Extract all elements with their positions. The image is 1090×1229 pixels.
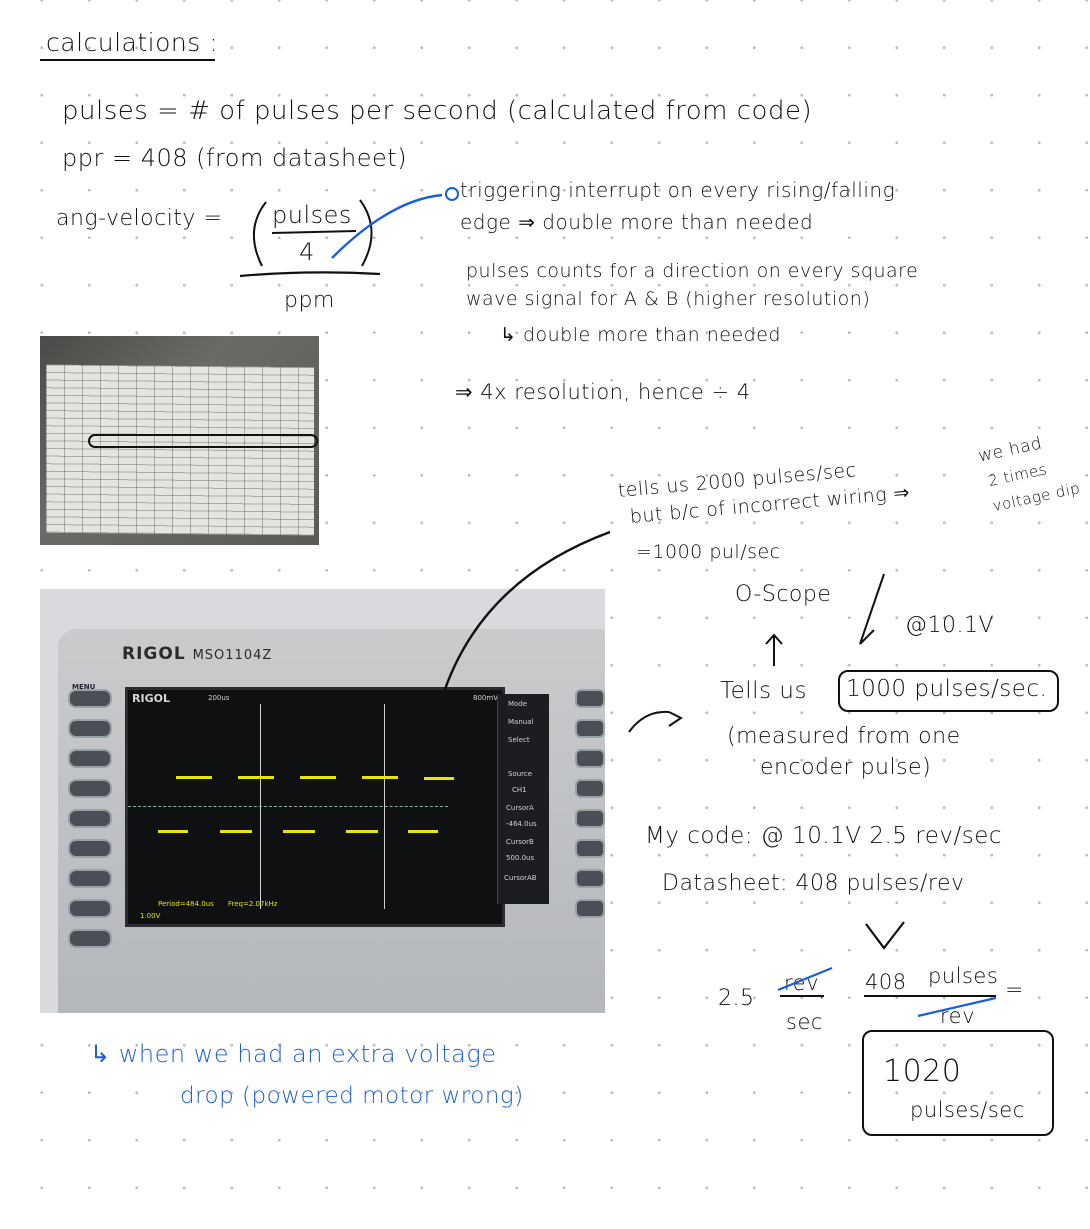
calc-fraction-lines xyxy=(777,966,996,1018)
note-oscope: O-Scope xyxy=(735,582,832,607)
scope-ch1-scale: 1.00V xyxy=(140,912,161,920)
panel-cursorb-value: 500.0us xyxy=(506,854,535,862)
blue-note-line1: ↳ when we had an extra voltage xyxy=(90,1040,497,1068)
calc-sec-denominator: sec xyxy=(786,1010,823,1034)
trace-high xyxy=(238,776,274,779)
calc-equals: = xyxy=(1005,978,1024,1003)
scope-cursor-panel: Mode Manual Select Source CH1 CursorA -4… xyxy=(497,694,549,904)
scope-screen-brand: RIGOL xyxy=(132,692,170,705)
slash-mark-icon xyxy=(859,573,885,645)
panel-cursora-value: -464.0us xyxy=(506,820,537,828)
trace-low xyxy=(346,830,378,833)
note-tells-line3: =1000 pul/sec xyxy=(636,541,781,563)
trace-high xyxy=(300,776,336,779)
datasheet-photo xyxy=(40,336,319,545)
panel-manual: Manual xyxy=(508,718,534,726)
note-pulse-counts-line2: wave signal for A & B (higher resolution… xyxy=(466,288,871,310)
outer-fraction-bar xyxy=(239,271,381,278)
note-measured-line1: (measured from one xyxy=(727,724,961,749)
note-triggering-line2: edge ⇒ double more than needed xyxy=(460,210,814,234)
page-title: calculations : xyxy=(46,28,219,57)
blue-note-line2: drop (powered motor wrong) xyxy=(180,1083,524,1109)
final-result-number: 1020 xyxy=(883,1054,962,1089)
note-measured-line2: encoder pulse) xyxy=(760,755,932,780)
scope-left-buttons xyxy=(68,689,112,959)
note-datasheet: Datasheet: 408 pulses/rev xyxy=(662,871,965,896)
up-arrow-icon xyxy=(765,633,783,666)
scope-brand: RIGOL MSO1104Z xyxy=(122,644,273,664)
trace-high xyxy=(424,777,454,780)
highlighted-row-oval xyxy=(88,434,318,448)
inner-fraction-bar xyxy=(271,230,357,234)
pulses-definition: pulses = # of pulses per second (calcula… xyxy=(62,96,813,126)
scope-menu-label: MENU xyxy=(72,683,96,691)
checkmark-down-icon xyxy=(865,921,905,950)
fraction-denominator: 4 xyxy=(299,238,315,266)
note-my-code: My code: @ 10.1V 2.5 rev/sec xyxy=(645,823,1002,849)
ppr-definition: ppr = 408 (from datasheet) xyxy=(62,144,408,172)
fraction-numerator: pulses xyxy=(272,201,352,229)
right-arrow-icon xyxy=(628,710,683,733)
scope-screen: RIGOL 200us 800mV Period=484.0us Freq=2.… xyxy=(125,687,505,927)
panel-source: Source xyxy=(508,770,533,778)
calc-pulses-numerator: pulses xyxy=(928,964,999,988)
paren-left xyxy=(252,201,267,267)
note-triggering-line1: triggering interrupt on every rising/fal… xyxy=(460,178,896,202)
scope-period: Period=484.0us xyxy=(158,900,214,908)
trace-high xyxy=(176,776,212,779)
trace-high xyxy=(362,776,398,779)
calc-rate: 2.5 xyxy=(718,986,755,1011)
blue-arrow-icon xyxy=(331,187,459,259)
fraction-divisor: ppm xyxy=(284,288,335,313)
note-pulse-counts-line1: pulses counts for a direction on every s… xyxy=(466,260,919,282)
calc-multiply-dot: · xyxy=(818,984,827,1012)
boxed-result-1000 xyxy=(838,670,1059,712)
datasheet-table-image xyxy=(46,364,314,536)
ang-velocity-formula xyxy=(239,199,381,278)
scope-timebase: 200us xyxy=(208,694,230,702)
note-tells-us-boxed: 1000 pulses/sec. xyxy=(846,676,1048,702)
panel-cursorab: CursorAB xyxy=(504,874,537,882)
note-pulse-counts-line3: ↳ double more than needed xyxy=(500,324,781,346)
trace-low xyxy=(158,830,188,833)
oscilloscope-photo: RIGOL MSO1104Z MENU RIGOL 200us 800mV Pe… xyxy=(40,589,605,1013)
note-voltage: @10.1V xyxy=(905,613,995,638)
note-tells-us: Tells us xyxy=(720,678,807,704)
panel-mode: Mode xyxy=(508,700,528,708)
panel-cursorb: CursorB xyxy=(506,838,534,846)
ang-velocity-label: ang-velocity = xyxy=(56,206,223,231)
scope-right-buttons xyxy=(575,689,605,929)
scope-trigger-level: 800mV xyxy=(473,694,498,702)
note-resolution: ⇒ 4x resolution, hence ÷ 4 xyxy=(455,380,751,404)
final-result-unit: pulses/sec xyxy=(910,1098,1025,1122)
paren-right xyxy=(359,199,373,267)
trace-low xyxy=(408,830,438,833)
panel-ch1: CH1 xyxy=(512,786,527,794)
calc-408: 408 xyxy=(865,970,907,994)
annotation-arrow-icon xyxy=(440,530,611,699)
panel-cursora: CursorA xyxy=(506,804,534,812)
title-underline xyxy=(40,59,215,61)
trigger-dashed-line xyxy=(128,806,448,807)
final-result-box xyxy=(862,1030,1054,1136)
trace-low xyxy=(220,830,252,833)
trace-low xyxy=(283,830,315,833)
panel-select: Select xyxy=(508,736,530,744)
calc-rev-denominator: rev xyxy=(940,1004,976,1028)
scope-freq: Freq=2.07kHz xyxy=(228,900,278,908)
